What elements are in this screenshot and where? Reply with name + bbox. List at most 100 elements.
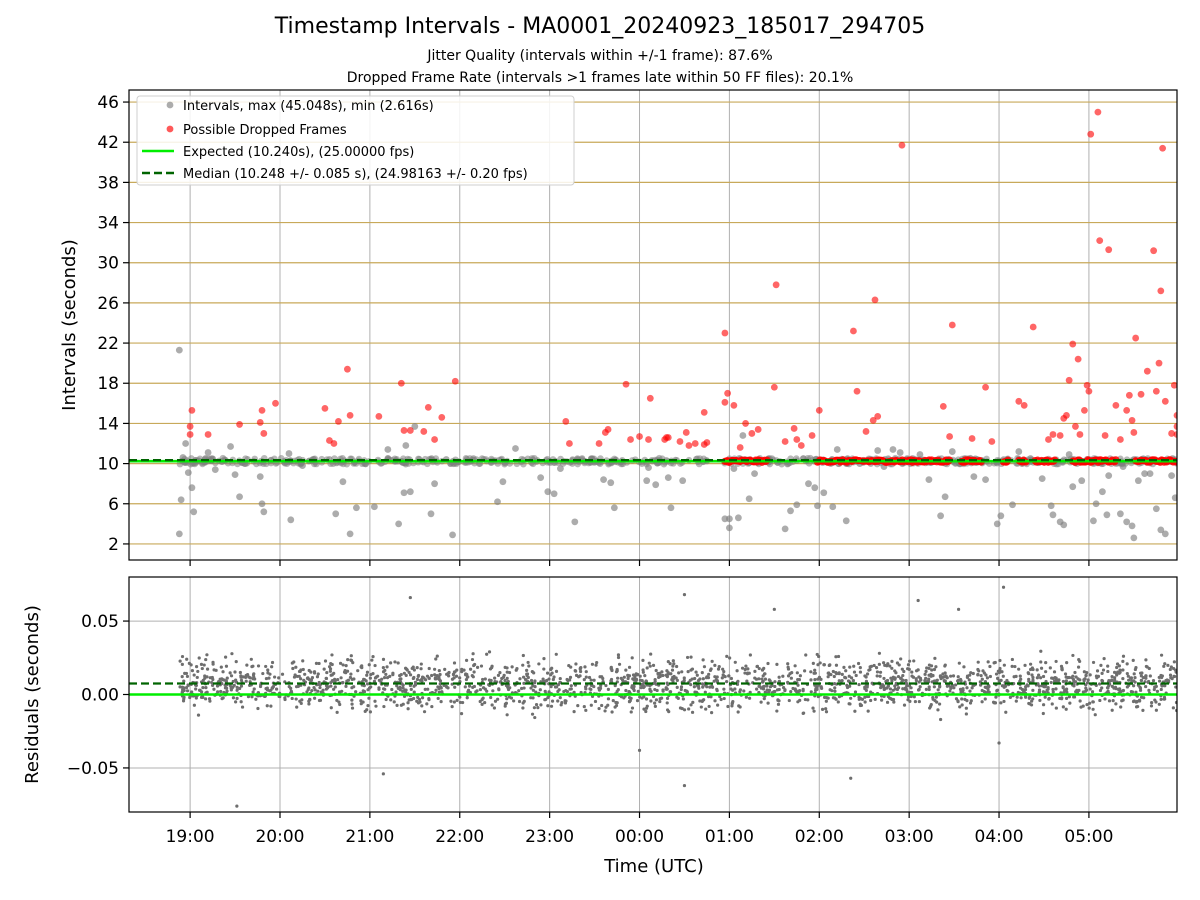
residual-point <box>1051 687 1055 692</box>
residual-point <box>1041 674 1046 679</box>
residual-point <box>1044 679 1048 684</box>
residual-point <box>1113 676 1117 680</box>
residual-point <box>368 710 373 714</box>
residual-point <box>834 670 838 675</box>
interval-point <box>287 516 295 524</box>
residual-point <box>645 666 649 670</box>
residual-point <box>793 664 797 668</box>
residual-point <box>827 672 832 677</box>
residual-point <box>708 685 712 689</box>
residual-point <box>691 700 695 704</box>
residual-point <box>614 700 618 705</box>
residual-point <box>184 671 189 676</box>
residual-point <box>367 663 371 667</box>
residual-point <box>1052 670 1057 674</box>
residual-point <box>725 654 729 658</box>
residual-point <box>760 680 765 684</box>
residual-point <box>668 690 673 694</box>
residual-point <box>979 674 983 678</box>
residual-point <box>1099 663 1103 667</box>
residual-point <box>641 658 645 663</box>
residual-point <box>1060 666 1064 670</box>
residual-point <box>837 672 841 676</box>
interval-point <box>948 448 956 455</box>
residual-point <box>789 676 793 680</box>
dropped-frame-point <box>793 436 801 443</box>
interval-point <box>811 484 819 492</box>
residual-point <box>564 688 568 693</box>
residual-point <box>595 660 599 665</box>
residual-point <box>616 676 620 680</box>
residual-point <box>415 699 419 703</box>
residual-point <box>537 662 541 666</box>
x-tick-label: 19:00 <box>166 827 215 847</box>
residual-point <box>849 676 854 680</box>
residual-point <box>913 699 917 704</box>
residual-point <box>842 665 846 670</box>
residual-point <box>852 670 857 674</box>
residual-point <box>1039 666 1044 670</box>
residual-point <box>373 699 377 703</box>
dropped-frame-point <box>1152 387 1160 395</box>
residual-point <box>852 664 856 668</box>
interval-point <box>544 488 552 496</box>
residual-point <box>616 688 620 692</box>
residual-point <box>731 688 735 692</box>
residual-point <box>603 709 607 713</box>
residual-point <box>489 695 493 700</box>
residual-point <box>927 677 931 681</box>
residual-point <box>1098 682 1102 686</box>
residual-point <box>715 687 719 691</box>
residual-point <box>660 670 664 674</box>
residual-point <box>1121 698 1125 702</box>
residual-point <box>868 665 872 669</box>
residual-point <box>926 679 930 684</box>
y-tick-label: −0.05 <box>67 759 119 779</box>
residual-point <box>801 689 805 693</box>
residual-point <box>1126 674 1130 678</box>
residual-point <box>772 690 776 694</box>
residual-point <box>180 675 184 679</box>
residual-point <box>542 657 546 661</box>
residual-point <box>186 683 190 688</box>
residual-outlier-point <box>772 607 776 611</box>
residual-point <box>481 686 486 690</box>
dropped-frame-point <box>204 431 212 438</box>
residual-point <box>182 695 186 699</box>
interval-point <box>537 474 545 482</box>
residual-point <box>425 702 429 706</box>
residual-point <box>549 704 554 708</box>
residual-point <box>417 697 422 701</box>
residual-point <box>665 669 669 673</box>
interval-point <box>188 484 196 492</box>
residual-point <box>645 704 649 708</box>
residual-point <box>546 704 550 708</box>
dropped-frame-point <box>797 442 805 449</box>
residual-point <box>584 687 588 691</box>
residual-point <box>883 663 887 667</box>
residual-point <box>542 667 546 671</box>
residual-point <box>675 685 679 689</box>
residual-point <box>374 704 378 708</box>
residual-point <box>671 664 675 668</box>
residual-point <box>1117 664 1121 668</box>
residual-point <box>587 675 592 680</box>
residual-point <box>846 679 851 683</box>
residual-point <box>814 687 818 691</box>
residual-point <box>1159 697 1163 702</box>
residual-point <box>350 702 354 706</box>
residual-point <box>873 697 877 701</box>
residual-point <box>178 659 182 663</box>
interval-point <box>652 481 660 489</box>
residual-point <box>685 655 690 660</box>
residual-point <box>936 708 940 712</box>
residual-point <box>617 662 622 666</box>
residual-point <box>274 687 279 691</box>
residual-point <box>450 705 454 709</box>
residual-point <box>270 665 274 669</box>
residual-point <box>1019 677 1023 681</box>
residual-point <box>893 676 897 680</box>
residual-point <box>361 700 365 704</box>
residual-point <box>411 665 415 669</box>
residual-point <box>927 685 931 689</box>
